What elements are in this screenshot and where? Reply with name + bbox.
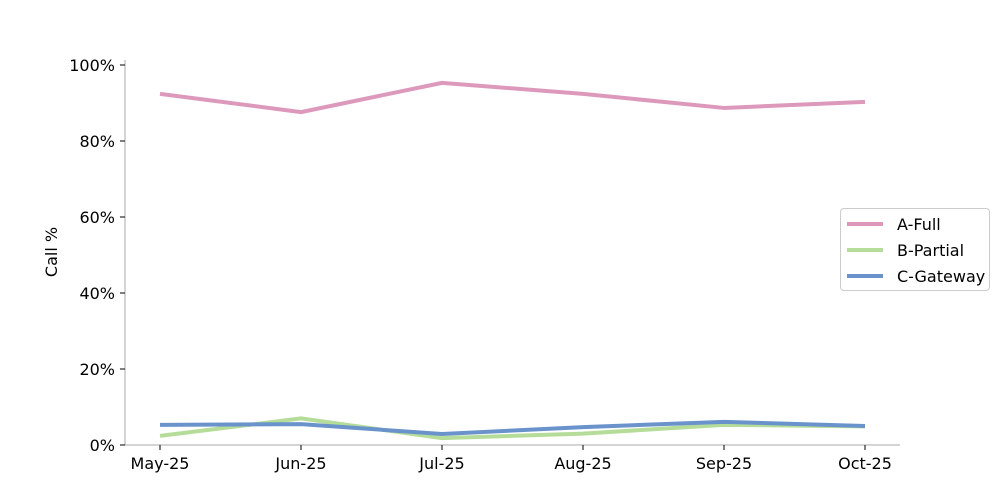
- legend-swatch-b-partial: [847, 248, 883, 252]
- legend-item-b-partial: B-Partial: [847, 240, 964, 260]
- axes: [124, 60, 900, 446]
- y-tick-label: 100%: [69, 56, 115, 75]
- y-tick-label: 80%: [79, 132, 115, 151]
- legend-label: B-Partial: [897, 240, 965, 260]
- x-tick-label: Jun-25: [274, 454, 326, 473]
- legend-label: C-Gateway: [897, 266, 986, 286]
- series-line-b-partial: [159, 416, 866, 441]
- y-tick-label: 60%: [79, 208, 115, 227]
- series-line-a-full: [159, 80, 866, 115]
- x-tick-label: Sep-25: [696, 454, 752, 473]
- series-lines: [159, 80, 866, 441]
- y-tick-label: 20%: [79, 360, 115, 379]
- x-tick-label: Aug-25: [554, 454, 611, 473]
- y-ticks: 0% 20% 40% 60% 80% 100%: [69, 56, 125, 455]
- series-line-c-gateway: [159, 419, 866, 436]
- legend-label: A-Full: [897, 214, 941, 234]
- legend-item-c-gateway: C-Gateway: [847, 266, 985, 286]
- x-tick-label: May-25: [131, 454, 190, 473]
- x-tick-label: Oct-25: [838, 454, 892, 473]
- legend-item-a-full: A-Full: [847, 214, 941, 234]
- x-ticks: May-25 Jun-25 Jul-25 Aug-25 Sep-25 Oct-25: [131, 445, 892, 473]
- y-tick-label: 40%: [79, 284, 115, 303]
- legend: A-Full B-Partial C-Gateway: [840, 208, 990, 291]
- x-tick-label: Jul-25: [418, 454, 464, 473]
- y-axis-label: Call %: [42, 227, 61, 277]
- y-tick-label: 0%: [90, 436, 115, 455]
- legend-swatch-a-full: [847, 222, 883, 226]
- legend-swatch-c-gateway: [847, 274, 883, 278]
